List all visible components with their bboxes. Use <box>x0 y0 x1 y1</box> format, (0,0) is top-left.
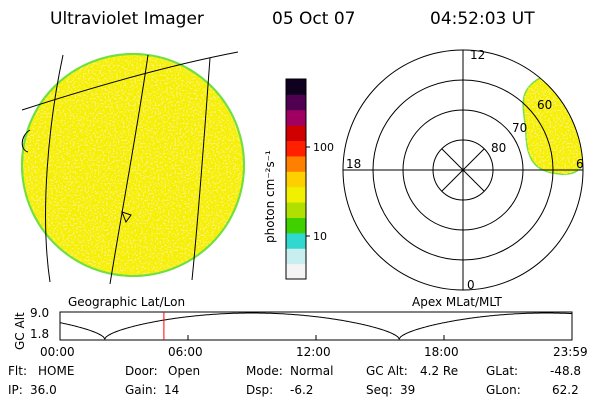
status-seq-value: 39 <box>400 383 416 397</box>
x-tick-label-0600: 06:00 <box>168 345 203 359</box>
status-gain-value: 14 <box>164 383 180 397</box>
status-flt-key: Flt: <box>8 364 27 378</box>
color-bar-band <box>286 217 306 234</box>
color-bar-band <box>286 140 306 157</box>
color-bar-band <box>286 94 306 111</box>
status-door-key: Door: <box>125 364 158 378</box>
status-mode-value: Normal <box>290 364 334 378</box>
status-dsp-key: Dsp: <box>246 383 274 397</box>
x-tick-label-1200: 12:00 <box>296 345 331 359</box>
color-bar-band <box>286 202 306 218</box>
geographic-disk <box>21 53 245 277</box>
status-door-value: Open <box>168 364 201 378</box>
color-bar-band <box>286 125 306 142</box>
left-panel-caption: Geographic Lat/Lon <box>68 295 186 309</box>
color-bar-label-100: 100 <box>313 141 334 154</box>
color-bar-band <box>286 186 306 203</box>
mlat-label-60: 60 <box>537 98 553 112</box>
color-bar-band <box>286 263 306 280</box>
color-bar-band <box>286 171 306 188</box>
color-bar-units: photon cm⁻²s⁻¹ <box>263 150 277 243</box>
altitude-ylabel: GC Alt <box>13 312 27 350</box>
color-bar <box>286 79 306 280</box>
status-glat-key: GLat: <box>486 364 519 378</box>
polar-grid <box>342 49 584 291</box>
color-bar-band <box>286 232 306 249</box>
right-panel-caption: Apex MLat/MLT <box>412 295 502 309</box>
mlt-label-6: 6 <box>576 157 584 171</box>
altitude-curve <box>59 312 573 340</box>
status-glon-key: GLon: <box>486 383 521 397</box>
mlt-label-12: 12 <box>470 48 486 62</box>
status-gcalt-key: GC Alt: <box>366 364 408 378</box>
color-bar-band <box>286 248 306 265</box>
color-bar-frame <box>285 78 307 280</box>
status-glat-value: -48.8 <box>550 364 582 378</box>
time-label: 04:52:03 UT <box>430 9 535 29</box>
lat-lon-grid <box>21 51 239 285</box>
color-bar-band <box>286 155 306 172</box>
color-bar-band <box>286 79 306 95</box>
mlat-label-70: 70 <box>512 121 528 135</box>
mlat-label-80: 80 <box>491 141 507 155</box>
mlt-label-18: 18 <box>346 157 362 171</box>
mlt-label-0: 0 <box>467 278 475 292</box>
color-bar-band <box>286 109 306 126</box>
altitude-ytick-9: 9.0 <box>30 306 50 320</box>
altitude-plot <box>59 311 573 341</box>
x-tick-label-0000: 00:00 <box>40 345 75 359</box>
status-dsp-value: -6.2 <box>290 383 314 397</box>
status-seq-key: Seq: <box>366 383 393 397</box>
status-ip-key: IP: <box>8 383 23 397</box>
altitude-ytick-1.8: 1.8 <box>30 327 50 341</box>
status-ip-value: 36.0 <box>30 383 57 397</box>
status-gain-key: Gain: <box>125 383 157 397</box>
status-glon-value: 62.2 <box>552 383 579 397</box>
status-mode-key: Mode: <box>246 364 283 378</box>
date-label: 05 Oct 07 <box>272 9 356 29</box>
status-flt-value: HOME <box>38 364 75 378</box>
x-tick-label-2359: 23:59 <box>553 345 588 359</box>
status-gcalt-value: 4.2 Re <box>420 364 459 378</box>
color-bar-label-10: 10 <box>313 230 327 243</box>
instrument-title: Ultraviolet Imager <box>50 9 204 29</box>
x-tick-label-1800: 18:00 <box>424 345 459 359</box>
